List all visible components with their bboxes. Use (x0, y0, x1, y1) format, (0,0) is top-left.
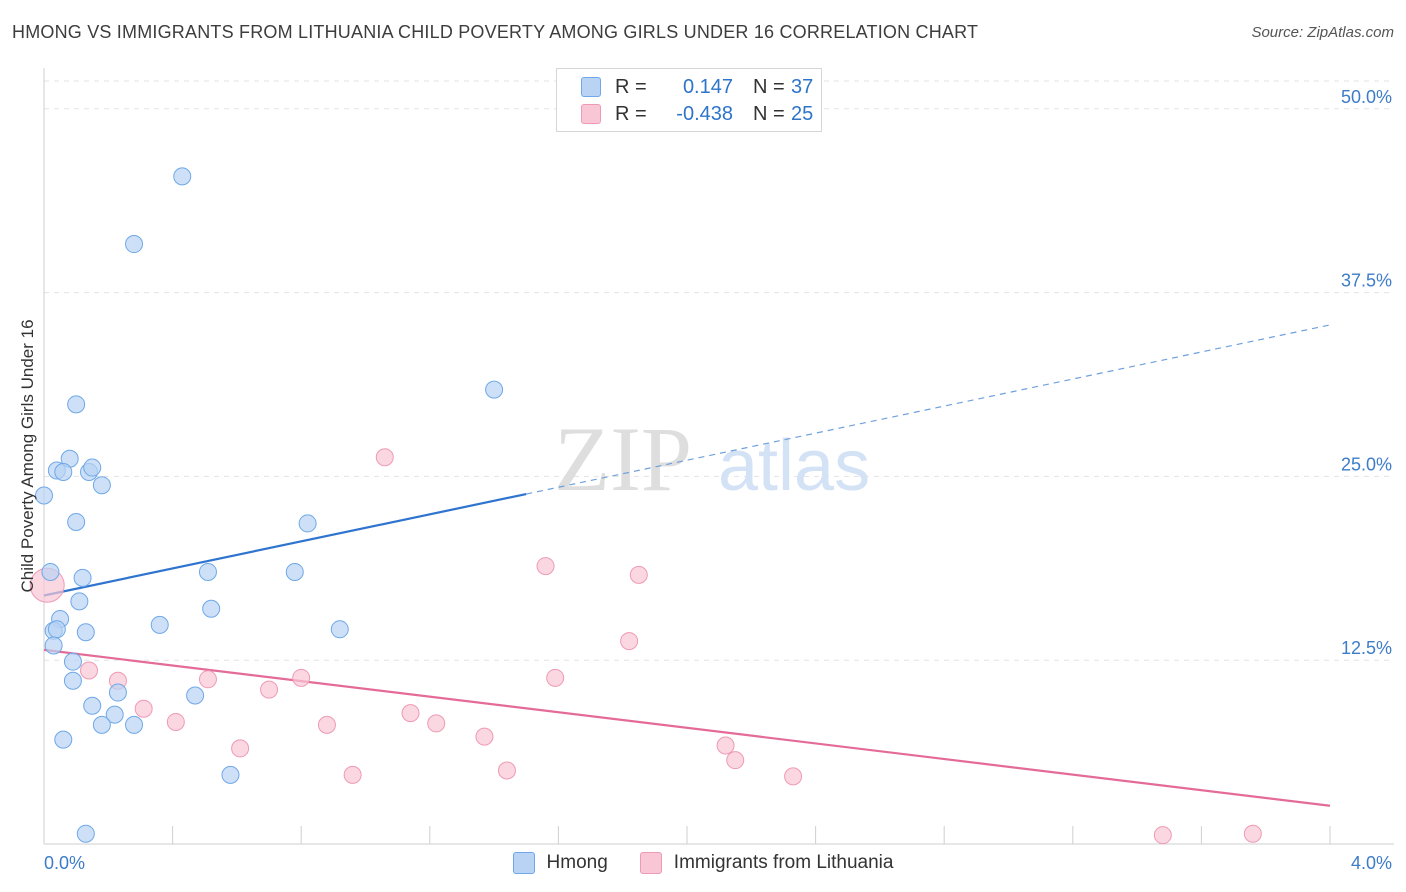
point-lithuania (375, 448, 394, 467)
axes (43, 68, 1394, 845)
trendline-hmong-solid (43, 492, 527, 597)
chart-source: Source: ZipAtlas.com (1251, 24, 1394, 41)
point-hmong (73, 568, 92, 587)
point-hmong (54, 462, 73, 481)
point-hmong (202, 599, 221, 618)
legend-r-label: R = (615, 75, 647, 98)
legend-n-value: 25 (791, 102, 814, 125)
point-hmong (198, 562, 217, 581)
point-hmong (108, 683, 127, 702)
point-lithuania (726, 751, 745, 770)
point-lithuania (427, 714, 446, 733)
y-tick-label: 12.5% (1341, 638, 1392, 658)
point-lithuania (343, 765, 362, 784)
point-hmong (54, 730, 73, 749)
point-hmong (83, 696, 102, 715)
point-hmong (285, 562, 304, 581)
point-hmong (125, 715, 144, 734)
y-tick-label: 37.5% (1341, 271, 1392, 291)
point-hmong (63, 671, 82, 690)
point-lithuania (260, 680, 279, 699)
point-hmong (47, 620, 66, 639)
legend-item-hmong: Hmong (512, 852, 608, 874)
point-lithuania (620, 632, 639, 651)
point-hmong (63, 652, 82, 671)
point-lithuania (198, 670, 217, 689)
watermark-atlas: atlas (718, 426, 870, 506)
point-lithuania (497, 761, 516, 780)
point-hmong (41, 562, 60, 581)
point-lithuania (80, 661, 99, 680)
legend-row-lithuania: R = -0.438 N = 25 (581, 101, 813, 127)
y-tick-label: 50.0% (1341, 87, 1392, 107)
point-lithuania (317, 715, 336, 734)
point-lithuania (629, 565, 648, 584)
trendline-hmong-dashed (526, 324, 1331, 495)
point-hmong (125, 235, 144, 254)
point-lithuania (166, 712, 185, 731)
point-hmong (150, 615, 169, 634)
point-hmong (330, 620, 349, 639)
trendline-lithuania (43, 648, 1331, 807)
point-lithuania (292, 668, 311, 687)
point-lithuania (1153, 826, 1172, 845)
point-hmong (186, 686, 205, 705)
legend-r-label: R = (615, 102, 647, 125)
legend-n-label: N = (753, 75, 785, 98)
point-hmong (76, 623, 95, 642)
point-hmong (485, 380, 504, 399)
chart-title: HMONG VS IMMIGRANTS FROM LITHUANIA CHILD… (12, 22, 979, 42)
point-hmong (221, 765, 240, 784)
y-tick-label: 25.0% (1341, 454, 1392, 474)
x-tick-label-min: 0.0% (44, 853, 85, 873)
series-legend: Hmong Immigrants from Lithuania (0, 852, 1406, 874)
y-axis-label: Child Poverty Among Girls Under 16 (18, 319, 37, 593)
point-hmong (298, 514, 317, 533)
point-hmong (76, 824, 95, 843)
watermark-zip: ZIP (554, 408, 692, 510)
point-hmong (44, 636, 63, 655)
point-lithuania (231, 739, 250, 758)
point-lithuania (546, 668, 565, 687)
legend-row-hmong: R = 0.147 N = 37 (581, 74, 813, 100)
legend-n-label: N = (753, 102, 785, 125)
point-lithuania (401, 704, 420, 723)
point-hmong (67, 512, 86, 531)
legend-r-value: 0.147 (682, 75, 733, 98)
point-hmong (92, 715, 111, 734)
point-hmong (173, 167, 192, 186)
point-hmong (67, 395, 86, 414)
trendlines (43, 324, 1331, 807)
point-lithuania (536, 557, 555, 576)
point-hmong (35, 486, 53, 505)
legend-swatch-hmong (512, 852, 535, 874)
point-lithuania (134, 699, 153, 718)
point-lithuania (784, 767, 803, 786)
point-lithuania (1243, 824, 1262, 843)
legend-n-value: 37 (791, 75, 814, 98)
tick-labels: 12.5% 25.0% 37.5% 50.0% 0.0% 4.0% (44, 87, 1392, 873)
point-hmong (105, 705, 124, 724)
point-lithuania (716, 736, 735, 755)
legend-swatch-hmong (581, 77, 601, 97)
point-hmong (92, 476, 111, 495)
legend-label-lithuania: Immigrants from Lithuania (673, 852, 894, 873)
legend-item-lithuania: Immigrants from Lithuania (639, 852, 894, 874)
legend-label-hmong: Hmong (546, 852, 608, 873)
legend-swatch-lithuania (639, 852, 662, 874)
x-tick-label-max: 4.0% (1351, 853, 1392, 873)
point-hmong (83, 458, 102, 477)
legend-r-value: -0.438 (676, 102, 733, 125)
point-lithuania (475, 727, 494, 746)
correlation-legend: R = 0.147 N = 37 R = -0.438 N = 25 (556, 68, 822, 132)
data-points (29, 167, 1262, 845)
point-hmong (70, 592, 89, 611)
grid-lines (44, 80, 1394, 661)
legend-swatch-lithuania (581, 104, 601, 124)
